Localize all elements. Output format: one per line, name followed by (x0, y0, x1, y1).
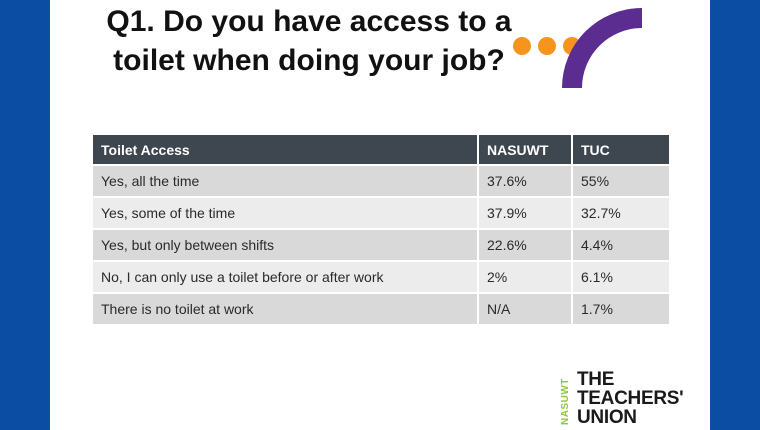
table-row: Yes, some of the time 37.9% 32.7% (93, 196, 669, 229)
cell-toilet-access: Yes, but only between shifts (93, 228, 479, 261)
table-row: Yes, all the time 37.6% 55% (93, 164, 669, 197)
cell-nasuwt: 37.9% (478, 196, 573, 229)
cell-nasuwt: 2% (478, 260, 573, 293)
cell-toilet-access: Yes, some of the time (93, 196, 479, 229)
cell-toilet-access: Yes, all the time (93, 164, 479, 197)
header-toilet-access: Toilet Access (93, 135, 479, 165)
title-line-2: toilet when doing your job? (113, 44, 505, 77)
cell-nasuwt: 37.6% (478, 164, 573, 197)
header-nasuwt: NASUWT (478, 135, 573, 165)
header-tuc: TUC (572, 135, 669, 165)
cell-tuc: 4.4% (572, 228, 669, 261)
table-row: There is no toilet at work N/A 1.7% (93, 292, 669, 324)
cell-toilet-access: There is no toilet at work (93, 292, 479, 324)
title-line-1: Q1. Do you have access to a (106, 5, 512, 38)
logo-line-3: UNION (577, 407, 637, 428)
cell-toilet-access: No, I can only use a toilet before or af… (93, 260, 479, 293)
cell-nasuwt: N/A (478, 292, 573, 324)
toilet-access-table: Toilet Access NASUWT TUC Yes, all the ti… (93, 135, 669, 324)
orange-dot-2 (538, 37, 556, 55)
table-row: Yes, but only between shifts 22.6% 4.4% (93, 228, 669, 261)
cell-tuc: 55% (572, 164, 669, 197)
slide-title: Q1. Do you have access to a toilet when … (94, 2, 524, 80)
logo-line-2: TEACHERS' (577, 388, 684, 409)
orange-dot-1 (513, 37, 531, 55)
cell-tuc: 1.7% (572, 292, 669, 324)
nasuwt-logo: NASUWT THE TEACHERS' UNION (560, 370, 710, 430)
logo-wordmark: THE TEACHERS' UNION (577, 369, 684, 428)
purple-arc (562, 8, 642, 88)
logo-nasuwt-vertical: NASUWT (560, 378, 571, 426)
decorative-arc-graphic (513, 8, 642, 88)
cell-tuc: 6.1% (572, 260, 669, 293)
logo-line-1: THE (577, 369, 615, 390)
slide: Q1. Do you have access to a toilet when … (50, 0, 710, 430)
table-row: No, I can only use a toilet before or af… (93, 260, 669, 293)
cell-nasuwt: 22.6% (478, 228, 573, 261)
cell-tuc: 32.7% (572, 196, 669, 229)
table-header-row: Toilet Access NASUWT TUC (93, 135, 669, 165)
